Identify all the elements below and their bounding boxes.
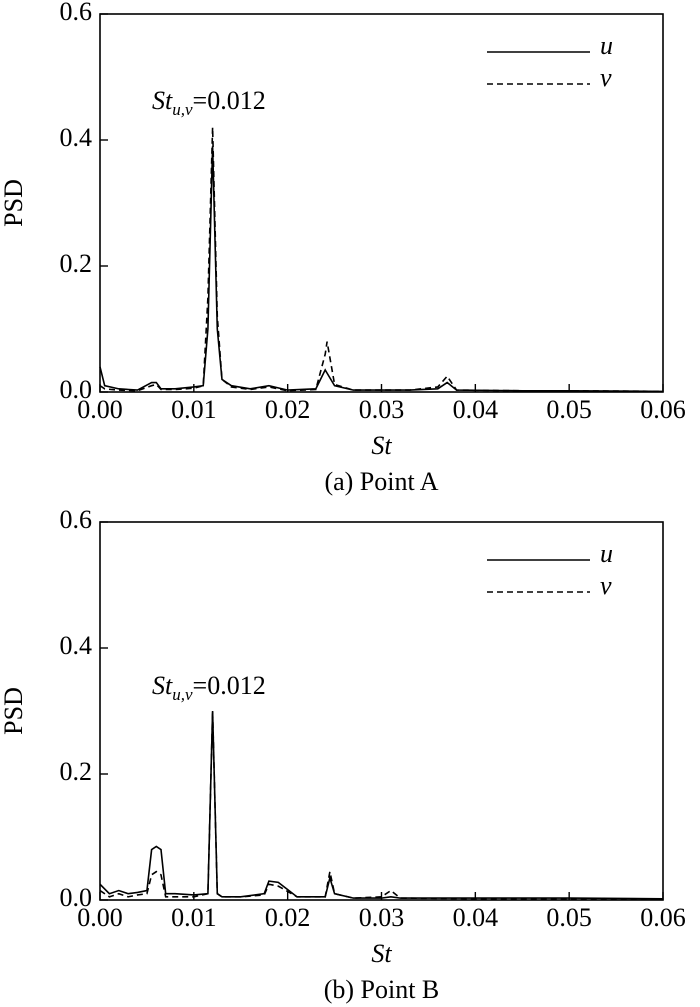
series-line (99, 710, 664, 900)
x-tick-label: 0.00 (77, 903, 123, 932)
annotation-rest: =0.012 (193, 671, 266, 700)
series-line (99, 146, 664, 393)
x-axis-label: St (371, 939, 392, 968)
legend-label: u (600, 31, 613, 60)
annotation-rest: =0.012 (193, 86, 266, 115)
legend-label: u (600, 539, 613, 568)
annotation-sub: u,v (172, 685, 193, 704)
annotation-main: St (152, 671, 173, 700)
x-tick-label: 0.01 (171, 395, 217, 424)
annotation-sub: u,v (172, 100, 193, 119)
x-tick-label: 0.00 (77, 395, 123, 424)
x-tick-label: 0.04 (453, 903, 499, 932)
y-tick-label: 0.6 (60, 0, 93, 26)
plot-frame (99, 13, 664, 393)
series-line (99, 127, 664, 393)
annotation-main: St (152, 86, 173, 115)
annotation: Stu,v=0.012 (152, 86, 266, 119)
caption: (a) Point A (324, 467, 438, 496)
plot-frame (99, 521, 664, 901)
x-tick-label: 0.03 (359, 395, 405, 424)
x-tick-label: 0.06 (640, 903, 686, 932)
legend-label: v (600, 63, 612, 92)
x-tick-label: 0.05 (546, 903, 592, 932)
y-tick-label: 0.0 (60, 375, 93, 404)
y-axis-label: PSD (0, 687, 28, 735)
x-tick-label: 0.01 (171, 903, 217, 932)
y-axis-label: PSD (0, 179, 28, 227)
y-tick-label: 0.2 (60, 757, 93, 786)
x-axis-label: St (371, 431, 392, 460)
x-tick-label: 0.02 (265, 395, 311, 424)
annotation: Stu,v=0.012 (152, 671, 266, 704)
y-tick-label: 0.0 (60, 883, 93, 912)
y-tick-label: 0.6 (60, 505, 93, 534)
x-tick-label: 0.05 (546, 395, 592, 424)
x-tick-label: 0.06 (640, 395, 686, 424)
y-tick-label: 0.4 (60, 123, 93, 152)
y-tick-label: 0.2 (60, 249, 93, 278)
legend-label: v (600, 571, 612, 600)
caption: (b) Point B (324, 975, 440, 1004)
x-tick-label: 0.04 (453, 395, 499, 424)
x-tick-label: 0.02 (265, 903, 311, 932)
y-tick-label: 0.4 (60, 631, 93, 660)
x-tick-label: 0.03 (359, 903, 405, 932)
series-line (99, 710, 664, 901)
